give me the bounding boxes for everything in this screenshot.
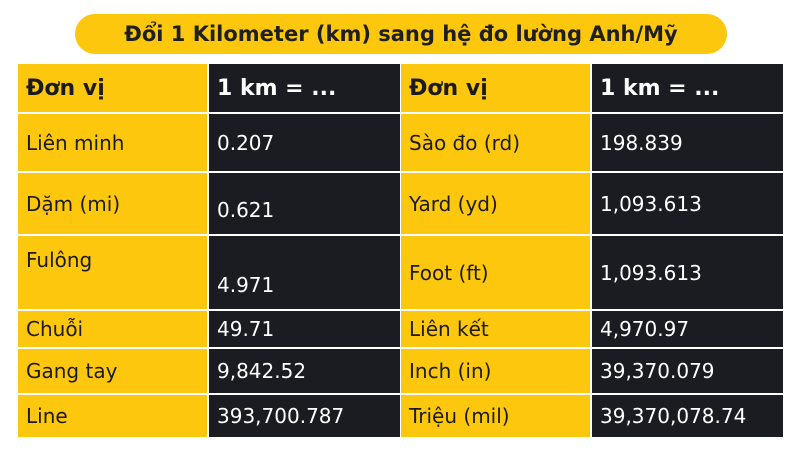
- unit-cell: Liên kết: [400, 310, 591, 348]
- conversion-table-right: Đơn vị 1 km = ... Sào đo (rd) 198.839 Ya…: [400, 63, 784, 438]
- unit-cell: Line: [17, 394, 208, 438]
- value-cell: 198.839: [591, 113, 784, 172]
- conversion-table-left: Đơn vị 1 km = ... Liên minh 0.207 Dặm (m…: [17, 63, 401, 438]
- unit-cell: Inch (in): [400, 348, 591, 394]
- unit-cell: Chuỗi: [17, 310, 208, 348]
- unit-cell: Liên minh: [17, 113, 208, 172]
- value-cell: 39,370.079: [591, 348, 784, 394]
- header-unit: Đơn vị: [17, 63, 208, 113]
- header-value: 1 km = ...: [591, 63, 784, 113]
- unit-cell: Foot (ft): [400, 235, 591, 310]
- unit-cell: Dặm (mi): [17, 172, 208, 235]
- value-cell: 393,700.787: [208, 394, 401, 438]
- value-cell: 39,370,078.74: [591, 394, 784, 438]
- value-cell: 0.207: [208, 113, 401, 172]
- value-cell: 4.971: [208, 235, 401, 310]
- header-unit: Đơn vị: [400, 63, 591, 113]
- value-cell: 1,093.613: [591, 172, 784, 235]
- unit-cell: Fulông: [17, 235, 208, 310]
- value-cell: 49.71: [208, 310, 401, 348]
- value-cell: 4,970.97: [591, 310, 784, 348]
- value-cell: 9,842.52: [208, 348, 401, 394]
- unit-cell: Sào đo (rd): [400, 113, 591, 172]
- page-title: Đổi 1 Kilometer (km) sang hệ đo lường An…: [75, 14, 727, 54]
- header-value: 1 km = ...: [208, 63, 401, 113]
- value-cell: 1,093.613: [591, 235, 784, 310]
- unit-cell: Gang tay: [17, 348, 208, 394]
- value-cell: 0.621: [208, 172, 401, 235]
- unit-cell: Triệu (mil): [400, 394, 591, 438]
- unit-cell: Yard (yd): [400, 172, 591, 235]
